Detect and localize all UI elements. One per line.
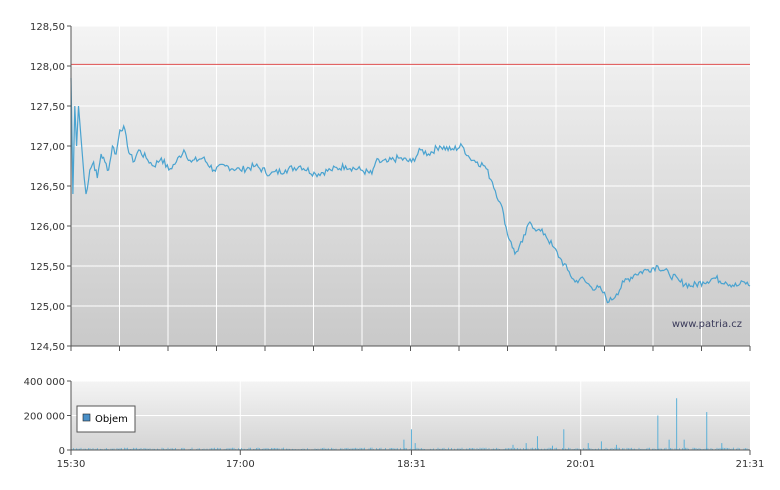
price-y-tick-label: 128,00 xyxy=(30,62,65,73)
watermark: www.patria.cz xyxy=(672,319,742,330)
price-y-tick-label: 127,00 xyxy=(30,142,65,153)
price-y-tick-label: 127,50 xyxy=(30,102,65,113)
price-y-tick-label: 126,00 xyxy=(30,222,65,233)
price-y-tick-label: 124,50 xyxy=(30,342,65,353)
price-y-tick-label: 125,50 xyxy=(30,262,65,273)
volume-y-tick-label: 400 000 xyxy=(24,377,65,388)
volume-y-tick-label: 200 000 xyxy=(24,412,65,423)
volume-legend: Objem xyxy=(76,405,136,433)
volume-y-tick-label: 0 xyxy=(59,446,65,457)
price-y-tick-label: 128,50 xyxy=(30,22,65,33)
price-series-line xyxy=(70,77,751,304)
x-tick-label: 18:31 xyxy=(397,459,426,470)
legend-swatch xyxy=(82,413,91,422)
x-tick-label: 15:30 xyxy=(57,459,86,470)
price-x-ticks xyxy=(70,346,751,351)
price-y-tick-label: 126,50 xyxy=(30,182,65,193)
price-y-axis: 128,50 128,00 127,50 127,00 126,50 126,00 125,… xyxy=(30,22,71,353)
x-tick-label: 20:01 xyxy=(566,459,595,470)
legend-label: Objem xyxy=(95,414,128,425)
x-tick-label: 21:31 xyxy=(736,459,765,470)
price-y-tick-label: 125,00 xyxy=(30,302,65,313)
x-axis-ticks: 15:30 17:00 18:31 20:01 21:31 xyxy=(57,450,765,470)
x-tick-label: 17:00 xyxy=(226,459,255,470)
volume-y-axis: 400 000 200 000 0 xyxy=(24,377,71,457)
